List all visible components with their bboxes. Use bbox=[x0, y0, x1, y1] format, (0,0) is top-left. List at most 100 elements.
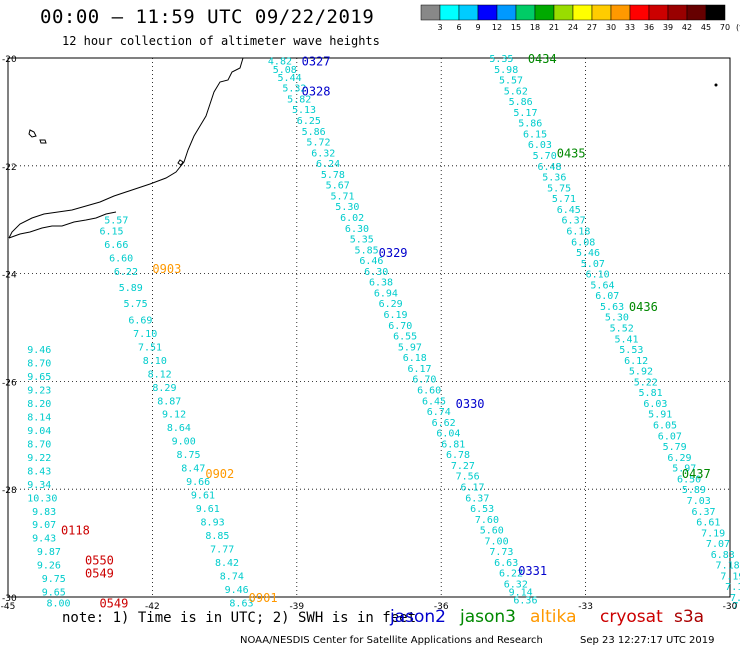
swh-value-cryosat: 10.30 bbox=[27, 493, 57, 504]
x-tick-label: -39 bbox=[289, 602, 304, 612]
swh-value-jason2: 5.32 bbox=[282, 84, 306, 95]
swh-value-jason2: 4.82 bbox=[268, 57, 292, 68]
swh-value-jason2: 6.46 bbox=[359, 256, 383, 267]
swh-value-jason3: 6.61 bbox=[696, 518, 720, 529]
legend-label: 24 bbox=[568, 23, 578, 32]
legend-label: 3 bbox=[437, 23, 442, 32]
swh-value-jason2: 6.24 bbox=[316, 159, 340, 170]
swh-value-jason2: 7.60 bbox=[475, 515, 499, 526]
legend-swatch bbox=[705, 4, 726, 21]
axis-tick-labels: -45 -42 -39 -36 -33 -30 -20 -22 -24 -26 -28 -30 bbox=[1, 55, 738, 612]
swh-value-altika: 6.15 bbox=[99, 226, 123, 237]
pass-time-label: 0118 bbox=[61, 524, 90, 538]
pass-time-label: 0331 bbox=[518, 564, 547, 578]
swh-value-jason2: 6.62 bbox=[432, 418, 456, 429]
swh-value-jason3: 5.75 bbox=[547, 183, 571, 194]
swh-value-jason2: 6.55 bbox=[393, 332, 417, 343]
swh-value-altika: 5.57 bbox=[104, 216, 128, 227]
swh-value-jason2: 5.44 bbox=[278, 73, 302, 84]
sat-label-altika: altika bbox=[530, 607, 577, 627]
pass-time-label: 0330 bbox=[456, 397, 485, 411]
swh-value-jason2: 6.37 bbox=[465, 493, 489, 504]
legend-label: 30 bbox=[606, 23, 616, 32]
swh-value-altika: 8.47 bbox=[181, 464, 205, 475]
swh-value-altika: 7.77 bbox=[210, 544, 234, 555]
legend-swatch bbox=[591, 4, 612, 21]
swh-value-cryosat: 8.70 bbox=[27, 439, 51, 450]
swh-value-jason2: 6.22 bbox=[499, 569, 523, 580]
swh-value-jason2: 5.78 bbox=[321, 170, 345, 181]
chart-title: 00:00 — 11:59 UTC 09/22/2019 bbox=[40, 6, 375, 28]
swh-value-jason2: 5.30 bbox=[335, 202, 359, 213]
pass-time-label: 0328 bbox=[302, 84, 331, 98]
swh-value-jason2: 6.32 bbox=[504, 580, 528, 591]
y-tick-label: -20 bbox=[2, 55, 17, 65]
swh-value-jason2: 5.35 bbox=[350, 235, 374, 246]
swh-value-altika: 6.60 bbox=[109, 253, 133, 264]
legend-label: 15 bbox=[511, 23, 521, 32]
swh-value-cryosat: 9.23 bbox=[27, 385, 51, 396]
legend-label: 42 bbox=[682, 23, 692, 32]
legend-label: 70 bbox=[720, 23, 730, 32]
y-tick-label: -22 bbox=[2, 163, 17, 173]
swh-value-cryosat: 9.34 bbox=[27, 480, 51, 491]
legend-label: 36 bbox=[644, 23, 654, 32]
swh-value-jason3: 6.05 bbox=[653, 421, 677, 432]
swh-value-jason3: 5.97 bbox=[672, 464, 696, 475]
swh-value-jason3: 5.70 bbox=[533, 151, 557, 162]
sat-label-jason2: jason2 bbox=[390, 607, 446, 627]
swh-value-jason3: 6.37 bbox=[562, 216, 586, 227]
chart-subtitle: 12 hour collection of altimeter wave hei… bbox=[62, 34, 380, 48]
swh-value-cryosat: 9.22 bbox=[27, 453, 51, 464]
legend-label: 6 bbox=[456, 23, 461, 32]
legend-swatch bbox=[458, 4, 479, 21]
legend-label: 33 bbox=[625, 23, 635, 32]
legend-swatch bbox=[496, 4, 517, 21]
swh-value-altika: 8.29 bbox=[152, 383, 176, 394]
swh-value-jason2: 6.30 bbox=[364, 267, 388, 278]
swh-value-cryosat: 8.14 bbox=[27, 412, 51, 423]
swh-value-jason2: 6.30 bbox=[345, 224, 369, 235]
swh-value-jason3: 6.50 bbox=[677, 474, 701, 485]
pass-time-label: 0435 bbox=[557, 146, 586, 160]
pass-time-label: 0436 bbox=[629, 300, 658, 314]
swh-value-jason3: 7.19 bbox=[720, 571, 740, 582]
swh-value-jason3: 5.89 bbox=[682, 485, 706, 496]
swh-value-jason3: 5.91 bbox=[648, 410, 672, 421]
swh-value-cryosat: 8.20 bbox=[27, 399, 51, 410]
swh-value-jason2: 7.27 bbox=[451, 461, 475, 472]
swh-value-jason3: 5.57 bbox=[499, 76, 523, 87]
legend-swatch bbox=[629, 4, 650, 21]
swh-value-cryosat: 9.87 bbox=[37, 547, 61, 558]
swh-value-jason2: 6.63 bbox=[494, 558, 518, 569]
swh-value-jason3: 5.30 bbox=[605, 313, 629, 324]
swh-value-jason2: 6.70 bbox=[388, 321, 412, 332]
swh-value-altika: 9.46 bbox=[225, 585, 249, 596]
swh-value-jason3: 7.03 bbox=[687, 496, 711, 507]
swh-value-jason3: 6.45 bbox=[557, 205, 581, 216]
swh-value-jason2: 5.86 bbox=[302, 127, 326, 138]
swh-value-jason3: 6.07 bbox=[595, 291, 619, 302]
swh-value-cryosat: 9.83 bbox=[32, 507, 56, 518]
swh-value-altika: 9.61 bbox=[191, 491, 215, 502]
swh-value-jason2: 6.32 bbox=[311, 148, 335, 159]
swh-value-altika: 5.89 bbox=[119, 283, 143, 294]
swh-value-altika: 8.10 bbox=[143, 356, 167, 367]
swh-value-altika: 9.66 bbox=[186, 477, 210, 488]
swh-value-jason2: 5.67 bbox=[326, 181, 350, 192]
swh-value-jason3: 5.41 bbox=[614, 334, 638, 345]
pass-time-label: 0549 bbox=[85, 567, 114, 581]
swh-value-jason3: 5.35 bbox=[489, 54, 513, 65]
swh-value-jason3: 6.83 bbox=[711, 550, 735, 561]
swh-value-jason3: 5.86 bbox=[518, 119, 542, 130]
swh-value-altika: 9.61 bbox=[196, 504, 220, 515]
swh-value-jason2: 7.00 bbox=[485, 536, 509, 547]
swh-value-jason2: 6.94 bbox=[374, 288, 398, 299]
swh-value-jason3: 5.53 bbox=[619, 345, 643, 356]
swh-value-jason3: 7.19 bbox=[701, 528, 725, 539]
swh-value-jason3: 6.03 bbox=[643, 399, 667, 410]
credit-text: NOAA/NESDIS Center for Satellite Applica… bbox=[240, 635, 543, 646]
legend-label: 39 bbox=[663, 23, 673, 32]
